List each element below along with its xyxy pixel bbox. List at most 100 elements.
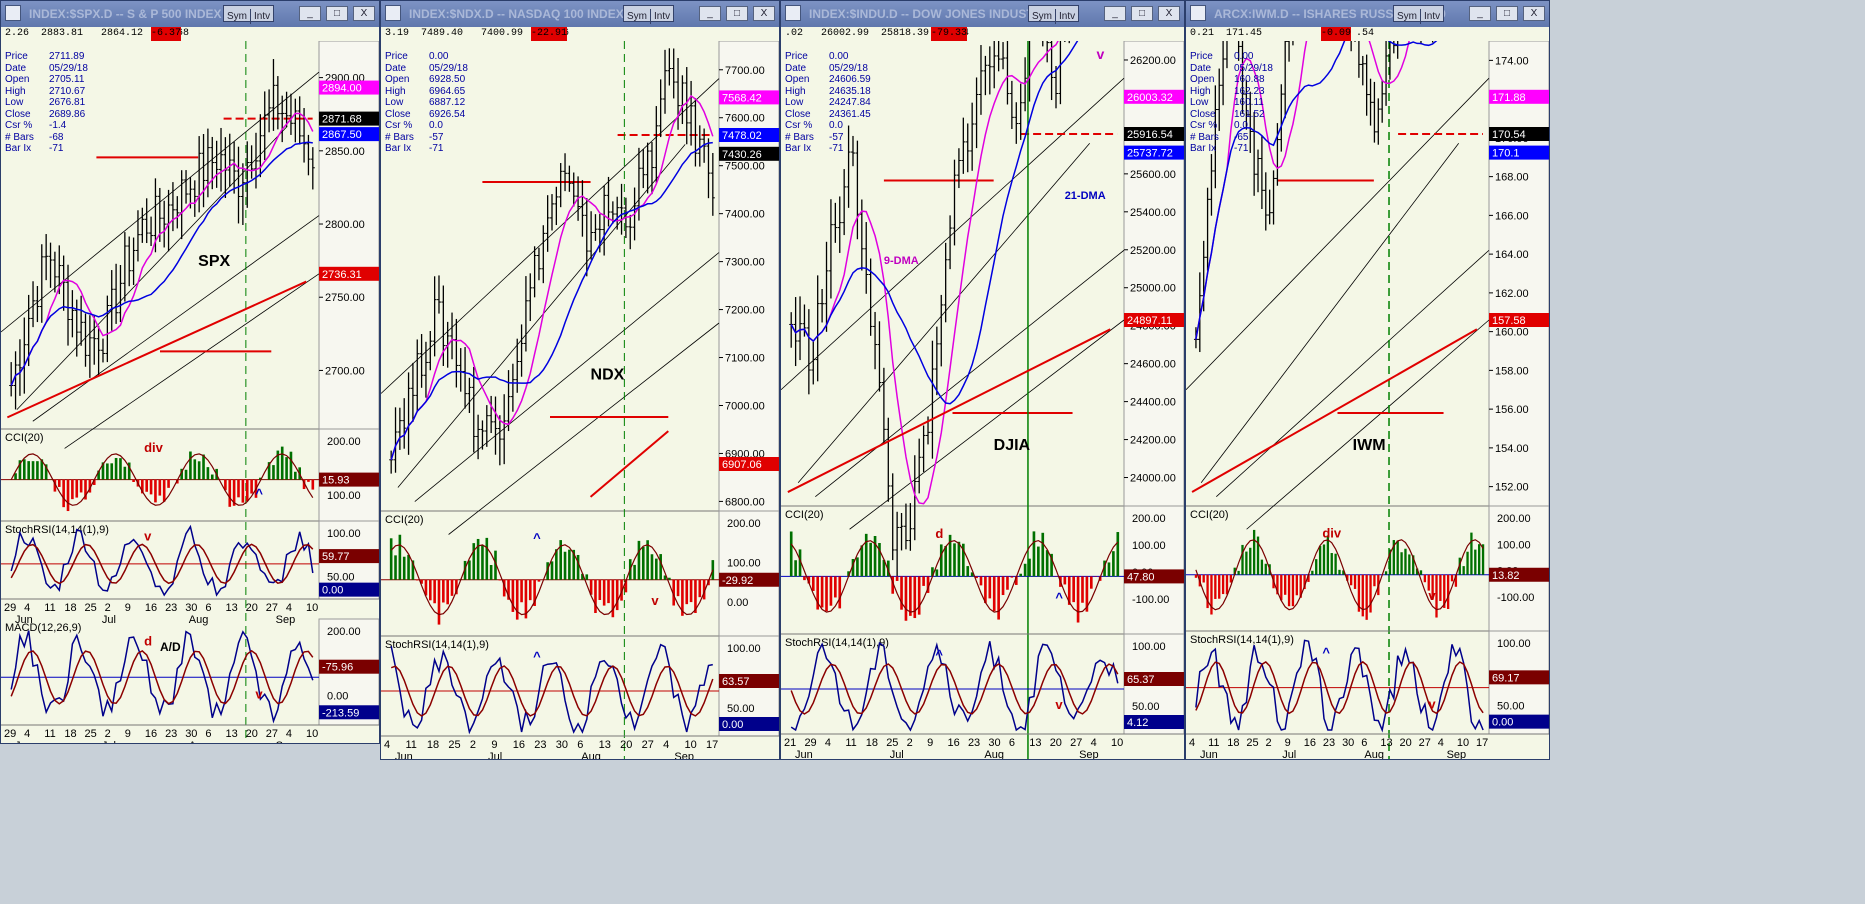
sym-button[interactable]: Sym — [1397, 11, 1417, 22]
minimize-button[interactable]: _ — [699, 6, 721, 21]
price-tick-label: 7200.00 — [725, 305, 765, 317]
maximize-button[interactable]: □ — [726, 6, 748, 21]
chart-window-ndx: INDEX:$NDX.D -- NASDAQ 100 INDEX Sym Intv _… — [380, 0, 780, 760]
date-tick: 9 — [491, 739, 497, 751]
trendline — [448, 322, 720, 535]
price-tick-label: 7100.00 — [725, 353, 765, 365]
price-tick-label: 25400.00 — [1130, 207, 1176, 219]
indicator-name: CCI(20) — [385, 514, 424, 526]
indicator-tick: 0.00 — [327, 691, 348, 703]
chart-canvas: 7700.00 7600.00 7500.00 7400.00 7300.00 7200.… — [381, 41, 779, 760]
header-change-negative: -6.37 — [151, 27, 182, 41]
info-row: High 6964.65 — [385, 86, 468, 98]
month-label: Sep — [1079, 749, 1099, 760]
info-row: Csr % 0.0 — [785, 120, 871, 132]
minimize-button[interactable]: _ — [1469, 6, 1491, 21]
chart-app-icon — [1190, 5, 1206, 21]
sym-button[interactable]: Sym — [1032, 11, 1052, 22]
info-row: High 162.23 — [1190, 86, 1273, 98]
sym-intv-toggle[interactable]: Sym Intv — [623, 5, 675, 24]
maximize-button[interactable]: □ — [1496, 6, 1518, 21]
month-label: Sep — [1447, 749, 1467, 760]
date-tick: 10 — [1457, 737, 1469, 749]
info-key: Low — [385, 97, 404, 108]
price-tick-label: 2750.00 — [325, 292, 365, 304]
date-tick: 4 — [663, 739, 669, 751]
indicator-tag-bg — [1124, 569, 1184, 584]
month-label: Jul — [488, 751, 502, 760]
indicator-note: v — [651, 593, 659, 608]
date-tick: 23 — [534, 739, 546, 751]
title-bar: ARCX:IWM.D -- ISHARES RUSSELL 2000 Sym Int… — [1186, 1, 1549, 27]
indicator-tick: 100.00 — [1497, 539, 1531, 551]
close-button[interactable]: X — [1523, 6, 1545, 21]
info-key: Csr % — [1190, 120, 1218, 131]
date-tick: 16 — [948, 737, 960, 749]
price-tick-label: 174.00 — [1495, 55, 1529, 67]
price-tick-label: 24200.00 — [1130, 435, 1176, 447]
info-key: # Bars — [385, 131, 414, 143]
intv-button[interactable]: Intv — [1055, 9, 1078, 24]
date-tick: 4 — [24, 728, 30, 740]
maximize-button[interactable]: □ — [1131, 6, 1153, 21]
sym-button[interactable]: Sym — [627, 11, 647, 22]
info-key: # Bars — [5, 131, 34, 143]
ma-21-line — [790, 41, 1079, 405]
price-tag: 170.1 — [1492, 148, 1520, 160]
sym-intv-toggle[interactable]: Sym Intv — [223, 5, 275, 24]
indicator-tag: 0.00 — [1492, 717, 1513, 729]
date-tick: 11 — [845, 737, 856, 749]
price-tick-label: 160.00 — [1495, 327, 1529, 339]
header-value: 7489.40 — [421, 28, 464, 39]
indicator-name: StochRSI(14,14(1),9) — [785, 637, 889, 649]
date-tick: 4 — [825, 737, 831, 749]
sym-intv-toggle[interactable]: Sym Intv — [1393, 5, 1445, 24]
minimize-button[interactable]: _ — [1104, 6, 1126, 21]
info-value: 161.52 — [1234, 108, 1265, 120]
info-key: Price — [385, 51, 408, 62]
close-button[interactable]: X — [1158, 6, 1180, 21]
intv-button[interactable]: Intv — [250, 9, 273, 24]
header-value: 2864.12 — [101, 28, 144, 39]
info-row: Low 6887.12 — [385, 97, 468, 109]
sym-intv-toggle[interactable]: Sym Intv — [1028, 5, 1080, 24]
indicator-tag: 47.80 — [1127, 571, 1155, 583]
info-key: # Bars — [1190, 131, 1219, 143]
info-value: 24635.18 — [829, 85, 871, 97]
info-value: -57 — [829, 131, 844, 143]
indicator-tag: -213.59 — [322, 707, 359, 719]
date-tick: 13 — [1029, 737, 1041, 749]
info-row: Date 05/29/18 — [385, 63, 468, 75]
price-axis-bg — [318, 41, 379, 430]
month-label: Aug — [189, 740, 209, 744]
indicator-tick: 50.00 — [327, 572, 355, 584]
info-value: 2689.86 — [49, 108, 86, 120]
info-key: Date — [1190, 62, 1212, 74]
price-tick-label: 168.00 — [1495, 172, 1529, 184]
minimize-button[interactable]: _ — [299, 6, 321, 21]
indicator-note: v — [255, 687, 263, 702]
info-row: Bar Ix -71 — [5, 143, 88, 155]
sym-button[interactable]: Sym — [227, 11, 247, 22]
date-tick: 17 — [706, 739, 718, 751]
intv-button[interactable]: Intv — [1420, 9, 1443, 24]
close-button[interactable]: X — [353, 6, 375, 21]
indicator-note: ^ — [255, 486, 263, 501]
maximize-button[interactable]: □ — [326, 6, 348, 21]
indicator-tag: -29.92 — [722, 575, 753, 587]
indicator-tick: 100.00 — [1132, 641, 1166, 653]
price-tick-label: 25200.00 — [1130, 245, 1176, 257]
info-value: -71 — [1234, 143, 1249, 154]
info-key: Csr % — [5, 120, 33, 131]
date-tick: 13 — [225, 728, 237, 740]
info-row: Bar Ix -71 — [785, 143, 871, 155]
indicator-note: ^ — [935, 647, 943, 662]
chart-canvas: 174.00172.00170.00168.00166.00164.00162.… — [1186, 41, 1549, 760]
chart-canvas: 26200.0026000.0025800.0025600.0025400.00… — [781, 41, 1184, 760]
title-bar: INDEX:$SPX.D -- S & P 500 INDEX Sym Intv _ □… — [1, 1, 379, 27]
header-change-negative: -22.91 — [531, 27, 568, 41]
cci-line — [1195, 539, 1484, 611]
intv-button[interactable]: Intv — [650, 9, 673, 24]
close-button[interactable]: X — [753, 6, 775, 21]
price-tag-bg — [1124, 89, 1184, 104]
